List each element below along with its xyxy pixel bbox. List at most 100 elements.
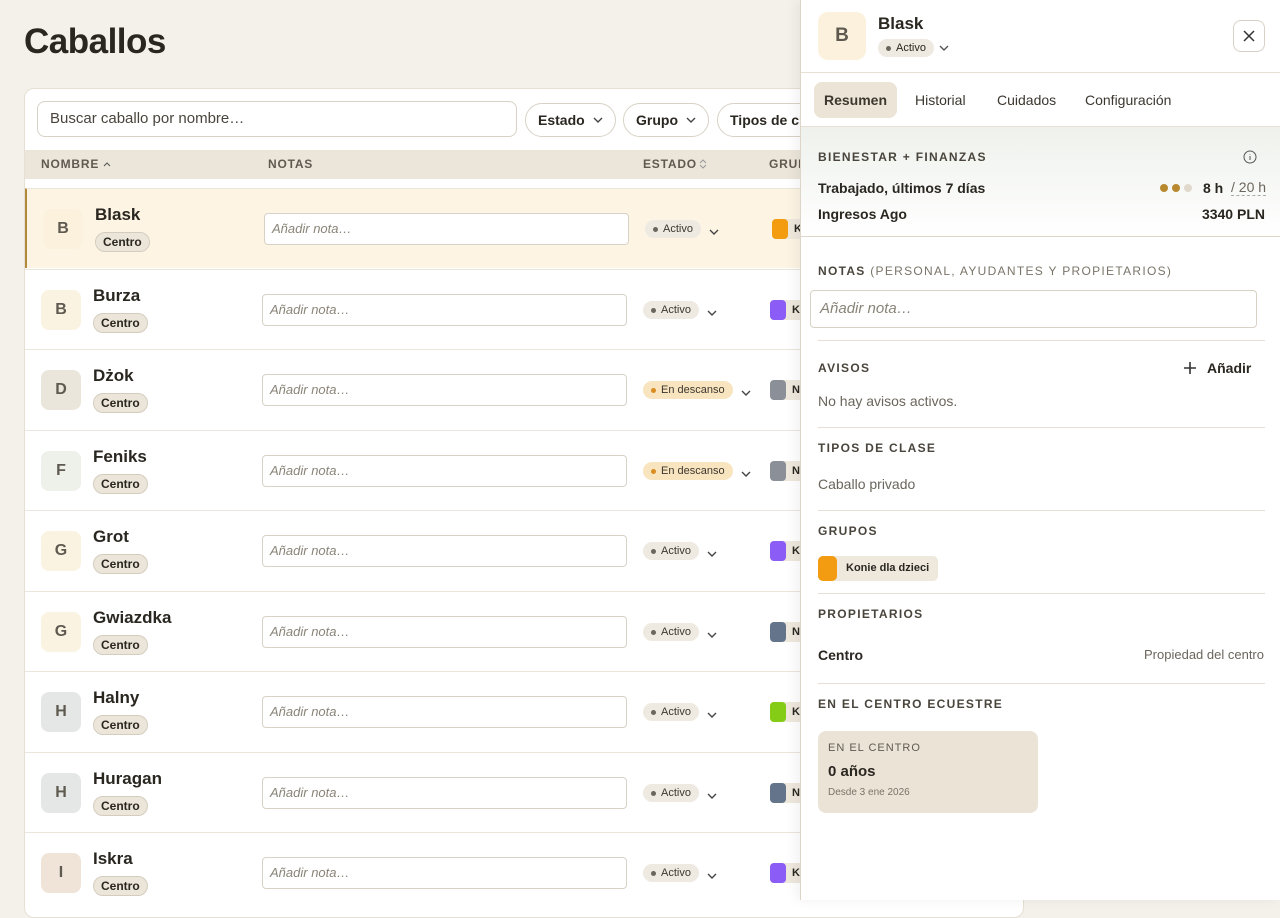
- chevron: [707, 546, 717, 557]
- avatar: H: [41, 692, 81, 732]
- status-dot: [651, 871, 656, 876]
- tab[interactable]: Historial: [915, 92, 966, 108]
- status-pill[interactable]: En descanso: [643, 461, 733, 480]
- card-value: 0 años: [828, 763, 876, 780]
- status-text: Activo: [661, 706, 691, 718]
- panel-avatar: B: [818, 12, 866, 60]
- section-title: EN EL CENTRO ECUESTRE: [818, 697, 1004, 711]
- tab[interactable]: Configuración: [1085, 92, 1172, 108]
- section-title: AVISOS: [818, 361, 871, 375]
- status-dot: [651, 710, 656, 715]
- avatar: B: [41, 289, 81, 330]
- status-pill[interactable]: Activo: [643, 300, 699, 319]
- badge: Centro: [93, 393, 148, 413]
- sort-icon: [103, 162, 111, 167]
- worked-target: / 20 h: [1231, 179, 1267, 196]
- center-card: EN EL CENTRO 0 años Desde 3 ene 2026: [818, 731, 1038, 813]
- tab[interactable]: Cuidados: [997, 92, 1057, 108]
- chevron: [593, 117, 603, 123]
- status-dot: [651, 549, 656, 554]
- chevron: [707, 868, 717, 879]
- column-header[interactable]: NOTAS: [268, 157, 314, 171]
- status-pill[interactable]: Activo: [643, 783, 699, 802]
- panel-status[interactable]: Activo: [878, 39, 934, 57]
- alerts-empty: No hay avisos activos.: [818, 393, 958, 409]
- filter-button[interactable]: Estado: [525, 103, 616, 137]
- status-dot: [651, 790, 656, 796]
- filter-label: Estado: [538, 112, 585, 128]
- avatar: G: [41, 531, 81, 571]
- note-input[interactable]: Añadir nota…: [262, 293, 627, 326]
- badge: Centro: [93, 473, 148, 494]
- status-dot: [653, 227, 658, 232]
- badge: Centro: [93, 312, 148, 333]
- card-label: EN EL CENTRO: [828, 742, 921, 754]
- add-button[interactable]: Añadir: [1183, 360, 1251, 376]
- horse-name: Grot: [93, 527, 129, 546]
- note-input[interactable]: Añadir nota…: [262, 696, 627, 728]
- note-input[interactable]: Añadir nota…: [262, 615, 627, 648]
- worked-value: 8 h: [1203, 180, 1224, 196]
- note-input[interactable]: Añadir nota…: [262, 776, 627, 809]
- close-button[interactable]: [1233, 20, 1265, 52]
- badge: Centro: [93, 715, 148, 735]
- group-swatch: [770, 541, 786, 561]
- tab[interactable]: Resumen: [814, 82, 898, 118]
- horse-name: Gwiazdka: [93, 607, 172, 627]
- status-pill[interactable]: Activo: [645, 220, 701, 238]
- group-chip: Konie dla dzieci: [818, 556, 939, 581]
- group-swatch: [770, 380, 786, 400]
- status-dot: [651, 388, 656, 393]
- chevron: [741, 466, 751, 477]
- horse-name: Feniks: [93, 446, 147, 466]
- badge: Centro: [93, 876, 148, 896]
- chevron: [707, 305, 717, 316]
- status-text: En descanso: [661, 464, 725, 477]
- group-swatch: [770, 702, 786, 722]
- note-input[interactable]: Añadir nota…: [262, 535, 627, 567]
- status-pill[interactable]: Activo: [643, 542, 699, 560]
- income-value: 3340 PLN: [1201, 206, 1265, 222]
- status-dot: [651, 468, 656, 474]
- group-swatch: [770, 621, 786, 642]
- avatar: B: [43, 209, 83, 249]
- status-text: Activo: [661, 545, 691, 557]
- badge: Centro: [93, 634, 148, 655]
- notes-title: NOTAS: [818, 264, 866, 278]
- column-header[interactable]: ESTADO: [643, 157, 697, 171]
- status-pill[interactable]: En descanso: [643, 381, 733, 399]
- horse-name: Huragan: [93, 768, 162, 788]
- note-input[interactable]: Añadir nota…: [264, 213, 629, 245]
- filter-button[interactable]: Grupo: [623, 103, 709, 137]
- section-title: GRUPOS: [818, 524, 878, 538]
- group-swatch: [772, 219, 788, 239]
- status-pill[interactable]: Activo: [643, 864, 699, 882]
- avatar: D: [41, 370, 81, 410]
- add-label: Añadir: [1207, 360, 1252, 376]
- status-pill[interactable]: Activo: [643, 703, 699, 721]
- status-text: Activo: [661, 867, 691, 879]
- note-input[interactable]: Añadir nota…: [262, 857, 627, 889]
- status-pill[interactable]: Activo: [643, 622, 699, 641]
- info-icon[interactable]: [1243, 150, 1257, 164]
- note-input[interactable]: Añadir nota…: [262, 454, 627, 487]
- status-text: Activo: [661, 625, 691, 638]
- income-label: Ingresos Ago: [818, 206, 907, 222]
- owner-name: Centro: [818, 647, 864, 663]
- column-header[interactable]: NOMBRE: [41, 157, 100, 171]
- worked-dots: [1160, 184, 1192, 192]
- search-input[interactable]: Buscar caballo por nombre…: [37, 101, 517, 137]
- horse-name: Blask: [95, 205, 141, 224]
- horse-name: Halny: [93, 688, 140, 707]
- note-input[interactable]: Añadir nota…: [262, 374, 627, 406]
- sort-icon: [699, 159, 707, 169]
- notes-input[interactable]: Añadir nota…: [810, 290, 1257, 328]
- chevron: [741, 385, 751, 396]
